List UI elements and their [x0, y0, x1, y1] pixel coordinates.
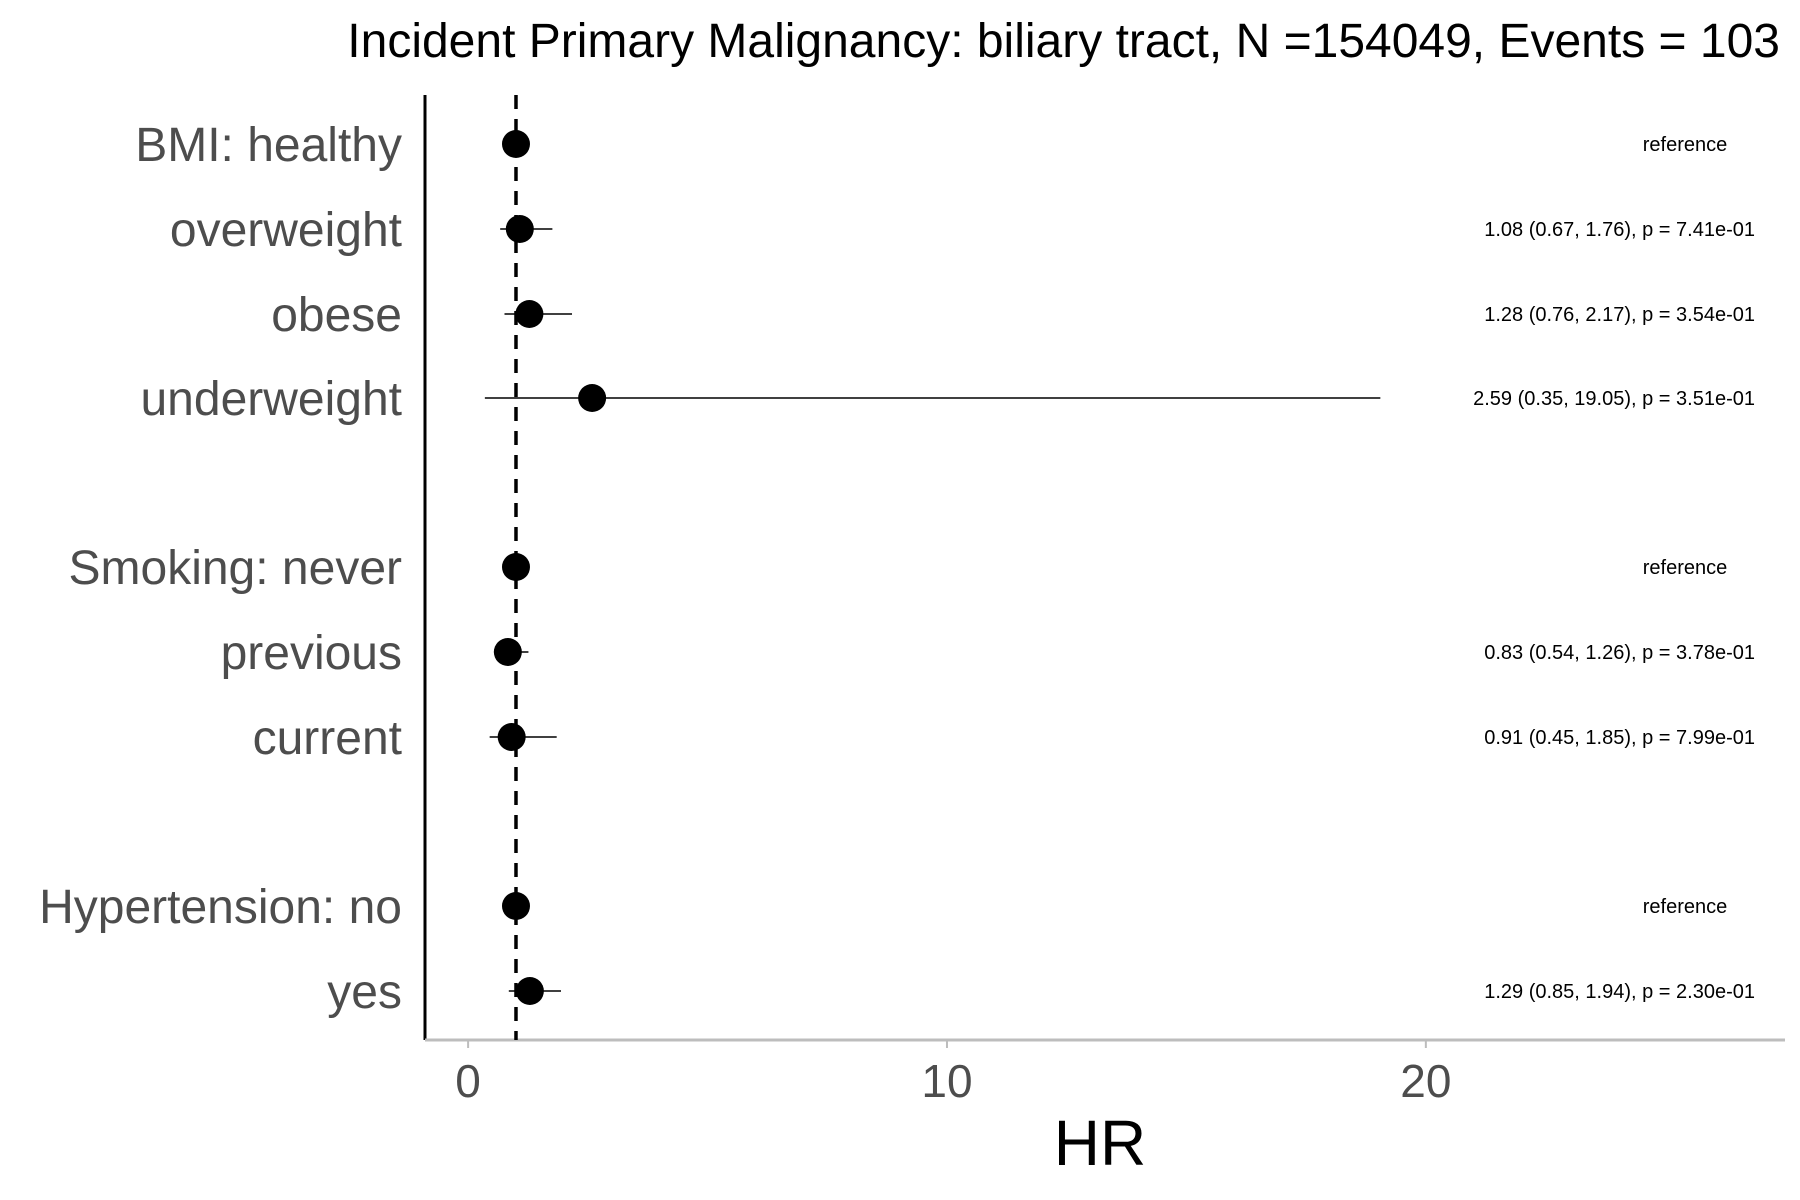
hr-point — [497, 723, 526, 751]
hr-point — [515, 300, 544, 328]
hr-point — [578, 384, 607, 412]
row-label: BMI: healthy — [135, 119, 402, 172]
x-axis-title: HR — [1054, 1107, 1146, 1179]
row-annotation: 2.59 (0.35, 19.05), p = 3.51e-01 — [1473, 388, 1755, 410]
hr-point — [501, 892, 530, 920]
chart-title: Incident Primary Malignancy: biliary tra… — [347, 15, 1780, 68]
row-annotation: 0.91 (0.45, 1.85), p = 7.99e-01 — [1484, 727, 1755, 749]
hr-point — [515, 977, 544, 1005]
row-label: underweight — [140, 373, 402, 426]
x-tick-label: 20 — [1400, 1055, 1451, 1107]
row-label: overweight — [170, 204, 402, 257]
row-label: Smoking: never — [69, 542, 403, 595]
row-annotation: 1.08 (0.67, 1.76), p = 7.41e-01 — [1484, 219, 1755, 241]
row-label: yes — [327, 966, 402, 1019]
hr-point — [505, 215, 534, 243]
row-annotation: reference — [1643, 896, 1728, 918]
row-label: Hypertension: no — [39, 881, 402, 934]
row-label: previous — [221, 627, 402, 680]
row-label: current — [253, 712, 402, 765]
row-annotation: 0.83 (0.54, 1.26), p = 3.78e-01 — [1484, 642, 1755, 664]
row-annotation: reference — [1643, 134, 1728, 156]
x-tick-label: 0 — [455, 1055, 481, 1107]
x-tick-label: 10 — [921, 1055, 972, 1107]
hr-point — [501, 130, 530, 158]
hr-point — [501, 553, 530, 581]
row-annotation: 1.28 (0.76, 2.17), p = 3.54e-01 — [1484, 304, 1755, 326]
row-annotation: 1.29 (0.85, 1.94), p = 2.30e-01 — [1484, 981, 1755, 1003]
row-label: obese — [271, 289, 402, 342]
row-annotation: reference — [1643, 557, 1728, 579]
hr-point — [493, 638, 522, 666]
